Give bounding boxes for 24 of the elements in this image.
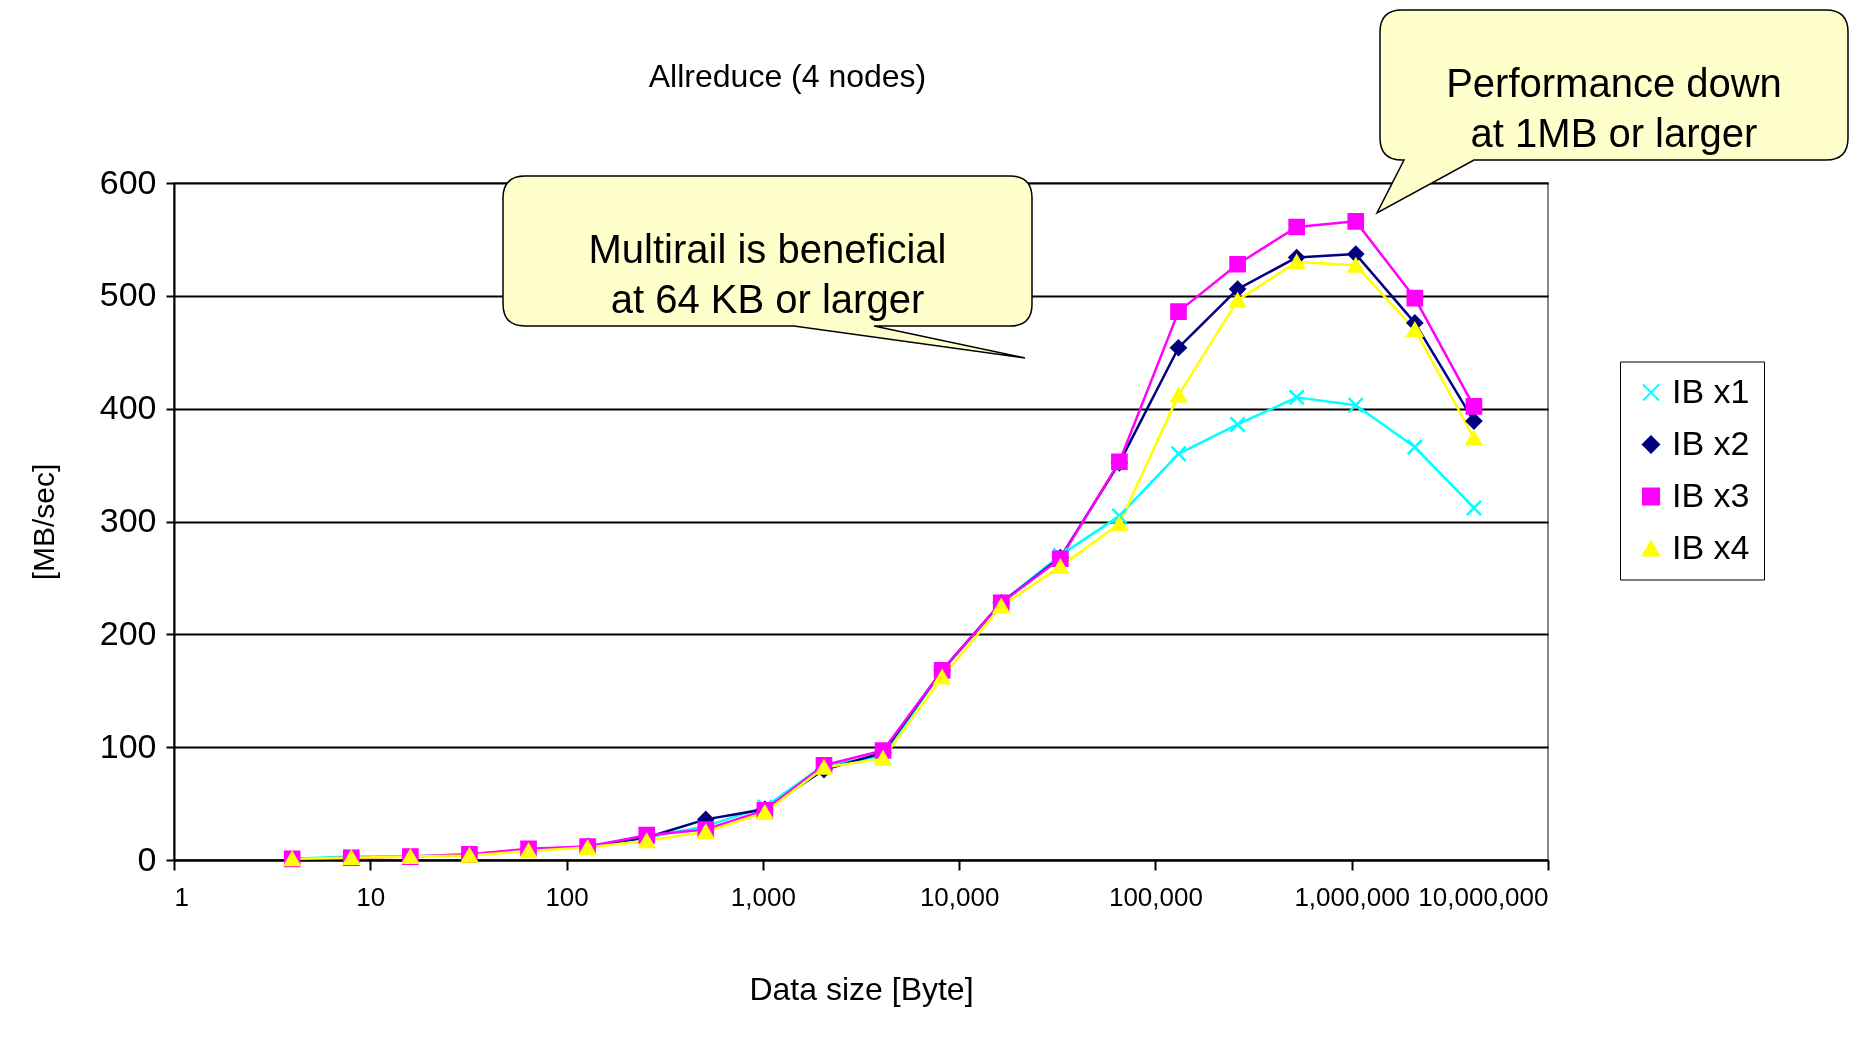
y-tick-label: 300 xyxy=(99,501,157,539)
y-tick-label: 100 xyxy=(99,726,157,765)
x-tick-label: 1,000 xyxy=(730,881,796,912)
y-axis-title: [MB/sec] xyxy=(26,463,60,581)
x-tick-label: 1,000,000 xyxy=(1294,881,1411,912)
y-tick-label: 0 xyxy=(137,839,157,878)
x-tick-label: 10,000 xyxy=(919,881,1000,912)
annotation: Multirail is beneficial at 64 KB or larger xyxy=(588,227,947,321)
legend-label: IB x2 xyxy=(1672,423,1750,462)
legend-label: IB x1 xyxy=(1672,371,1750,410)
x-axis-title: Data size [Byte] xyxy=(749,970,974,1007)
x-tick-label: 10 xyxy=(356,881,386,912)
x-tick-label: 100 xyxy=(545,881,589,912)
text: Performance down at 1MB or larger xyxy=(1446,61,1782,155)
y-tick-label: 400 xyxy=(99,388,157,427)
legend-label: IB x3 xyxy=(1672,475,1750,514)
legend-label: IB x4 xyxy=(1672,527,1750,566)
x-tick-label: 1 xyxy=(174,881,189,912)
y-tick-label: 200 xyxy=(99,613,157,652)
y-tick-label: 600 xyxy=(99,162,157,201)
x-tick-label: 100,000 xyxy=(1108,881,1203,912)
x-tick-label: 10,000,000 xyxy=(1418,881,1549,912)
chart-title: Allreduce (4 nodes) xyxy=(648,58,927,94)
y-tick-label: 500 xyxy=(99,275,157,314)
